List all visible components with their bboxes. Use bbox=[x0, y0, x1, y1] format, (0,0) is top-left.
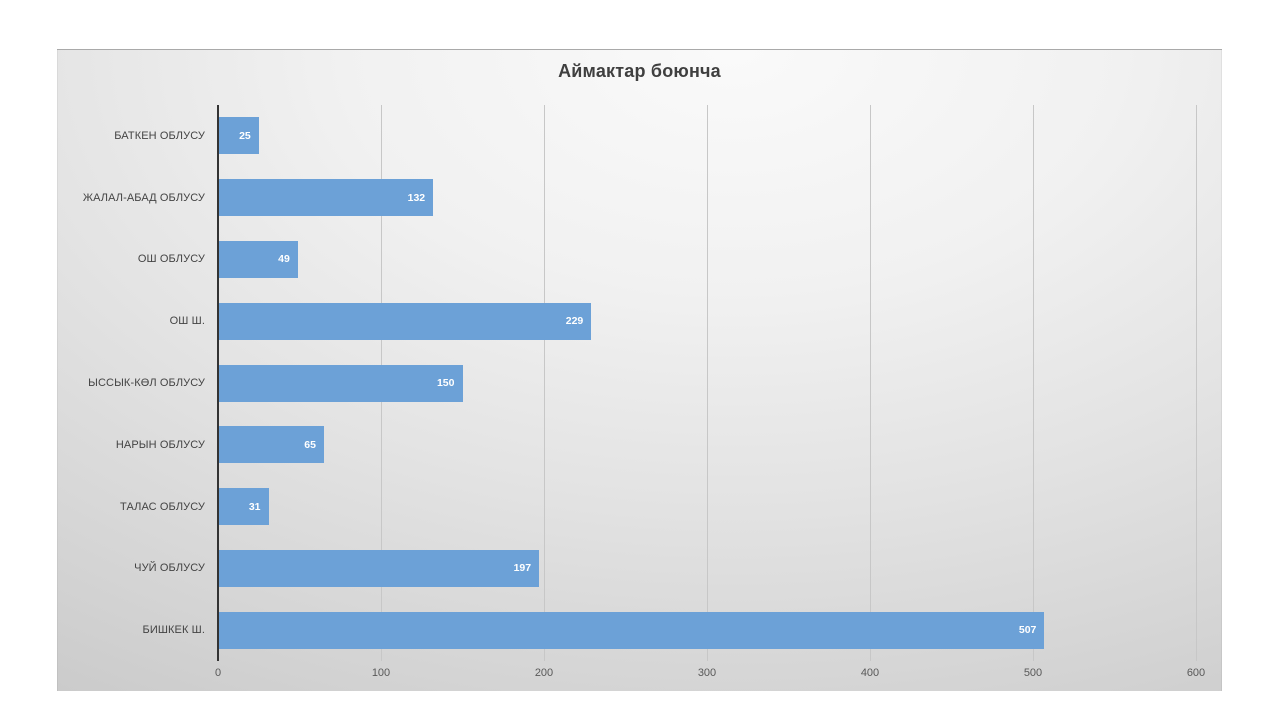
bar-6[interactable]: 65 bbox=[218, 426, 324, 464]
bar-value-label: 197 bbox=[513, 562, 532, 575]
chart-panel: Аймактар боюнча 25 132 49 229 150 65 31 197 507 … bbox=[57, 49, 1222, 691]
category-label-row: ЖАЛАЛ-АБАД ОБЛУСУ bbox=[77, 167, 205, 229]
category-label: ЧУЙ ОБЛУСУ bbox=[134, 562, 205, 575]
category-label-row: ОШ ОБЛУСУ bbox=[77, 229, 205, 291]
category-label-row: ОШ Ш. bbox=[77, 290, 205, 352]
chart-title: Аймактар боюнча bbox=[558, 61, 721, 81]
bar-value-label: 507 bbox=[1018, 624, 1037, 637]
gridline-600 bbox=[1196, 105, 1197, 661]
category-label-row: ЫССЫК-КӨЛ ОБЛУСУ bbox=[77, 352, 205, 414]
category-label: БАТКЕН ОБЛУСУ bbox=[114, 129, 205, 142]
category-label: ЖАЛАЛ-АБАД ОБЛУСУ bbox=[82, 191, 205, 204]
bar-9[interactable]: 507 bbox=[218, 611, 1045, 649]
bar-8[interactable]: 197 bbox=[218, 549, 540, 587]
category-label-row: БАТКЕН ОБЛУСУ bbox=[77, 105, 205, 167]
bar-7[interactable]: 31 bbox=[218, 488, 269, 526]
bar-value-label: 49 bbox=[278, 253, 290, 266]
x-tick-label-400: 400 bbox=[860, 667, 880, 679]
x-tick-label-200: 200 bbox=[534, 667, 554, 679]
category-axis-line bbox=[217, 105, 219, 661]
plot-area: 25 132 49 229 150 65 31 197 507 bbox=[217, 105, 1197, 661]
category-label: ЫССЫК-КӨЛ ОБЛУСУ bbox=[88, 376, 205, 389]
category-label: БИШКЕК Ш. bbox=[142, 624, 205, 637]
category-label: ОШ Ш. bbox=[169, 315, 205, 328]
gridline-400 bbox=[870, 105, 871, 661]
bar-1[interactable]: 25 bbox=[218, 117, 259, 155]
category-label-row: НАРЫН ОБЛУСУ bbox=[77, 414, 205, 476]
bar-value-label: 25 bbox=[239, 129, 251, 142]
category-label-row: ЧУЙ ОБЛУСУ bbox=[77, 537, 205, 599]
gridline-200 bbox=[544, 105, 545, 661]
x-tick-label-100: 100 bbox=[371, 667, 391, 679]
category-label: ОШ ОБЛУСУ bbox=[137, 253, 205, 266]
category-label-row: БИШКЕК Ш. bbox=[77, 599, 205, 661]
bar-3[interactable]: 49 bbox=[218, 240, 298, 278]
bar-4[interactable]: 229 bbox=[218, 302, 592, 340]
category-label: НАРЫН ОБЛУСУ bbox=[115, 438, 205, 451]
bar-value-label: 150 bbox=[436, 377, 455, 389]
gridline-300 bbox=[707, 105, 708, 661]
bar-5[interactable]: 150 bbox=[218, 364, 463, 402]
bar-2[interactable]: 132 bbox=[218, 179, 434, 217]
bar-value-label: 65 bbox=[304, 438, 316, 451]
bar-value-label: 31 bbox=[248, 500, 261, 513]
bar-value-label: 132 bbox=[407, 191, 426, 204]
category-label: ТАЛАС ОБЛУСУ bbox=[120, 500, 205, 513]
gridline-500 bbox=[1033, 105, 1034, 661]
bar-value-label: 229 bbox=[565, 315, 584, 328]
x-tick-label-500: 500 bbox=[1023, 667, 1043, 679]
x-tick-label-300: 300 bbox=[697, 667, 717, 679]
x-tick-label-0: 0 bbox=[214, 667, 222, 679]
category-label-row: ТАЛАС ОБЛУСУ bbox=[77, 476, 205, 538]
x-tick-label-600: 600 bbox=[1186, 667, 1206, 679]
